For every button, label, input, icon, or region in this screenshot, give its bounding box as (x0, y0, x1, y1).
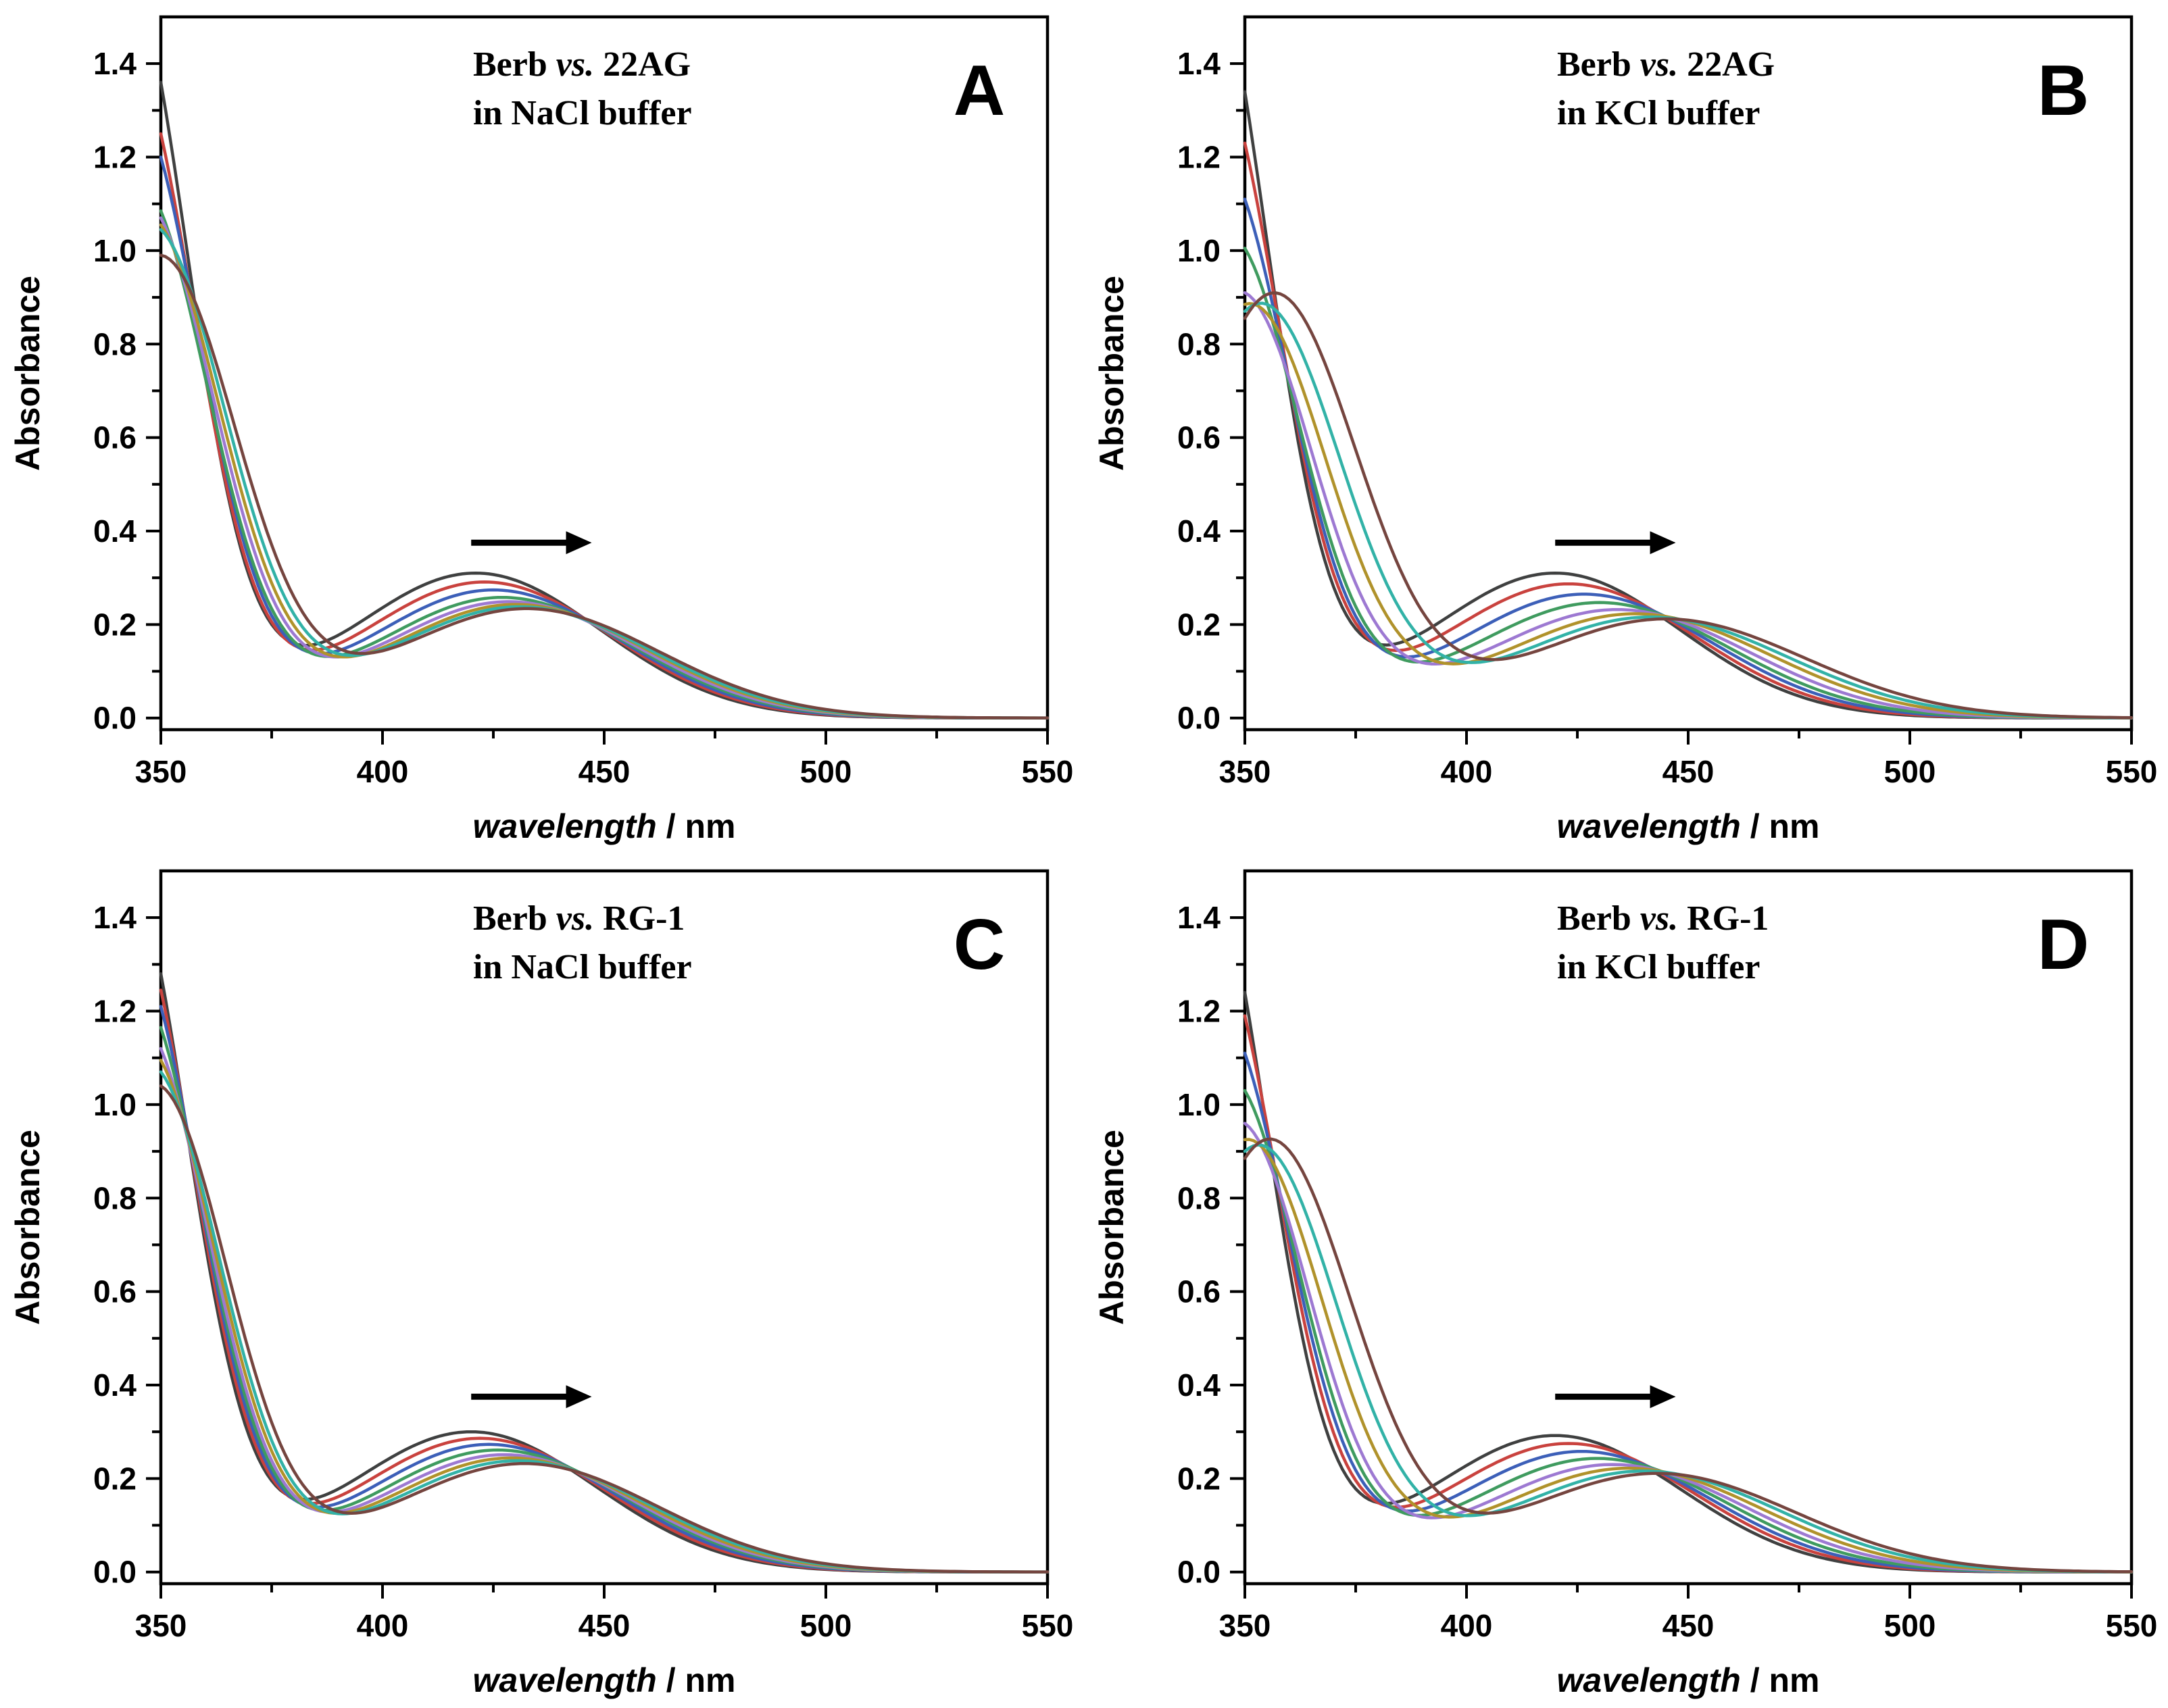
panel-title-line1: Berb vs. RG-1 (473, 899, 685, 938)
y-tick-label: 0.0 (1177, 1555, 1221, 1590)
spectrum-curve-C-spectrum-8 (159, 1084, 1050, 1574)
panel-d: 350 400 450 500 550 0.0 0.2 0.4 0.6 0.8 1.0 1.2 1.4 w… (1084, 854, 2168, 1708)
panel-letter: B (2038, 51, 2090, 130)
x-tick-label: 400 (1441, 1608, 1493, 1643)
y-tick-label: 0.4 (1177, 1367, 1221, 1403)
y-tick-label: 1.0 (93, 233, 137, 268)
y-tick-label: 0.2 (1177, 1461, 1221, 1496)
redshift-arrow (471, 1385, 592, 1409)
panel-title-line1: Berb vs. RG-1 (1557, 899, 1769, 938)
y-tick-label: 0.0 (93, 701, 137, 736)
x-tick-label: 450 (578, 1608, 631, 1643)
spectrum-curve-A-spectrum-4 (159, 209, 1050, 720)
x-tick-label: 500 (800, 1608, 852, 1643)
y-axis-title: Absorbance (9, 276, 47, 471)
y-axis-title: Absorbance (9, 1130, 47, 1325)
panel-a: 350 400 450 500 550 0.0 0.2 0.4 0.6 0.8 1.0 1.2 1.4 w… (0, 0, 1084, 854)
spectrum-curve-D-spectrum-6 (1243, 1138, 2134, 1574)
y-tick-label: 0.6 (93, 1274, 137, 1309)
x-tick-label: 550 (1022, 754, 1074, 789)
y-tick-label: 0.6 (1177, 420, 1221, 455)
panel-c: 350 400 450 500 550 0.0 0.2 0.4 0.6 0.8 1.0 1.2 1.4 w… (0, 854, 1084, 1708)
y-tick-label: 1.2 (93, 994, 137, 1029)
spectrum-curve-D-spectrum-2 (1243, 1014, 2134, 1574)
x-tick-label: 550 (2106, 1608, 2158, 1643)
x-tick-label: 400 (357, 754, 409, 789)
x-axis-title: wavelength / nm (1557, 1661, 1820, 1699)
panel-b: 350 400 450 500 550 0.0 0.2 0.4 0.6 0.8 1.0 1.2 1.4 w… (1084, 0, 2168, 854)
y-tick-label: 0.2 (93, 607, 137, 642)
spectra-plot-C: 350 400 450 500 550 0.0 0.2 0.4 0.6 0.8 1.0 1.2 1.4 w… (9, 869, 1074, 1699)
y-tick-label: 0.0 (1177, 701, 1221, 736)
spectrum-curve-A-spectrum-1 (159, 80, 1050, 720)
spectrum-curve-B-spectrum-8 (1243, 291, 2134, 720)
y-tick-label: 0.2 (1177, 607, 1221, 642)
y-tick-label: 1.4 (93, 46, 137, 81)
panel-letter: C (954, 905, 1006, 984)
y-tick-label: 0.8 (93, 1180, 137, 1215)
y-tick-label: 0.6 (1177, 1274, 1221, 1309)
x-tick-label: 450 (578, 754, 631, 789)
panel-letter: D (2038, 905, 2090, 984)
x-axis-title: wavelength / nm (473, 807, 736, 845)
spectrum-curve-D-spectrum-8 (1243, 1137, 2134, 1574)
y-tick-label: 1.0 (93, 1087, 137, 1122)
spectrum-curve-B-spectrum-2 (1243, 141, 2134, 720)
panel-title-line2: in NaCl buffer (473, 948, 692, 986)
x-tick-label: 500 (1884, 1608, 1936, 1643)
redshift-arrow (1555, 1385, 1676, 1409)
x-tick-label: 350 (135, 754, 187, 789)
x-tick-label: 350 (135, 1608, 187, 1643)
spectra-plot-B: 350 400 450 500 550 0.0 0.2 0.4 0.6 0.8 1.0 1.2 1.4 w… (1093, 15, 2158, 845)
y-tick-label: 1.4 (93, 900, 137, 935)
y-tick-label: 0.4 (93, 513, 137, 549)
spectrum-curve-C-spectrum-3 (159, 1005, 1050, 1574)
y-tick-label: 1.0 (1177, 233, 1221, 268)
x-axis-title: wavelength / nm (1557, 807, 1820, 845)
x-tick-label: 550 (2106, 754, 2158, 789)
y-tick-label: 0.2 (93, 1461, 137, 1496)
redshift-arrow (1555, 531, 1676, 555)
y-tick-label: 1.0 (1177, 1087, 1221, 1122)
x-tick-label: 350 (1219, 1608, 1271, 1643)
y-axis-title: Absorbance (1093, 1130, 1131, 1325)
y-tick-label: 0.0 (93, 1555, 137, 1590)
panel-letter: A (954, 51, 1006, 130)
x-tick-label: 400 (1441, 754, 1493, 789)
y-tick-label: 0.8 (1177, 1180, 1221, 1215)
panel-title-line1: Berb vs. 22AG (473, 45, 691, 84)
panel-title-line2: in KCl buffer (1557, 94, 1760, 132)
y-tick-label: 1.4 (1177, 900, 1221, 935)
y-tick-label: 1.2 (93, 140, 137, 175)
panel-title-line2: in KCl buffer (1557, 948, 1760, 986)
spectra-plot-D: 350 400 450 500 550 0.0 0.2 0.4 0.6 0.8 1.0 1.2 1.4 w… (1093, 869, 2158, 1699)
x-tick-label: 450 (1662, 1608, 1715, 1643)
panel-title-line2: in NaCl buffer (473, 94, 692, 132)
x-tick-label: 500 (800, 754, 852, 789)
spectrum-curve-D-spectrum-7 (1243, 1143, 2134, 1574)
y-tick-label: 0.6 (93, 420, 137, 455)
spectrum-curve-D-spectrum-5 (1243, 1122, 2134, 1574)
y-tick-label: 1.2 (1177, 994, 1221, 1029)
x-tick-label: 500 (1884, 754, 1936, 789)
spectrum-curve-A-spectrum-8 (159, 253, 1050, 720)
y-tick-label: 1.4 (1177, 46, 1221, 81)
spectra-plot-A: 350 400 450 500 550 0.0 0.2 0.4 0.6 0.8 1.0 1.2 1.4 w… (9, 15, 1074, 845)
x-tick-label: 450 (1662, 754, 1715, 789)
x-tick-label: 350 (1219, 754, 1271, 789)
x-tick-label: 400 (357, 1608, 409, 1643)
redshift-arrow (471, 531, 592, 555)
y-tick-label: 0.8 (93, 326, 137, 361)
y-tick-label: 0.8 (1177, 326, 1221, 361)
x-tick-label: 550 (1022, 1608, 1074, 1643)
spectrum-curve-B-spectrum-5 (1243, 291, 2134, 720)
y-tick-label: 1.2 (1177, 140, 1221, 175)
y-tick-label: 0.4 (1177, 513, 1221, 549)
y-tick-label: 0.4 (93, 1367, 137, 1403)
x-axis-title: wavelength / nm (473, 1661, 736, 1699)
panel-title-line1: Berb vs. 22AG (1557, 45, 1775, 84)
y-axis-title: Absorbance (1093, 276, 1131, 471)
